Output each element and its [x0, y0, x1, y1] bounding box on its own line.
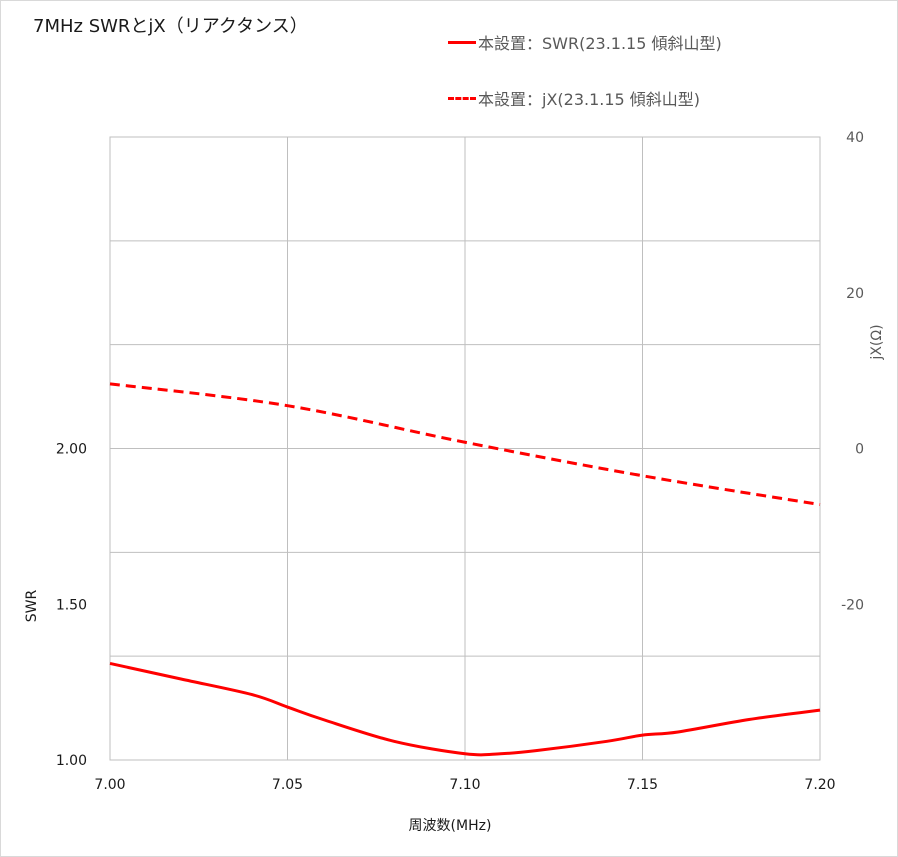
series-line-jx: [109, 382, 821, 507]
x-axis-title: 周波数(MHz): [408, 818, 492, 834]
y-axis-title: SWR: [24, 589, 40, 623]
x-tick-label: 7.10: [449, 777, 480, 793]
x-tick-label: 7.15: [627, 777, 658, 793]
chart-title: 7MHz SWRとjX（リアクタンス）: [33, 16, 308, 37]
series-line-swr: [109, 661, 821, 757]
y2-tick-label: -20: [841, 597, 864, 613]
y2-tick-label: 20: [846, 286, 864, 302]
legend-swatch-swr: [448, 40, 476, 44]
y2-axis-title: jX(Ω): [869, 324, 885, 360]
legend-item-swr: 本設置：SWR(23.1.15 傾斜山型): [448, 32, 722, 53]
legend-swatch-jx: [448, 96, 476, 100]
y2-tick-label: 40: [846, 130, 864, 146]
x-tick-label: 7.20: [804, 777, 835, 793]
legend-label-jx: 本設置：jX(23.1.15 傾斜山型): [478, 90, 701, 109]
y-tick-label: 2.00: [56, 442, 87, 458]
legend-label-swr: 本設置：SWR(23.1.15 傾斜山型): [478, 34, 722, 53]
x-tick-label: 7.05: [272, 777, 303, 793]
y2-tick-label: 0: [855, 442, 864, 458]
x-tick-label: 7.00: [94, 777, 125, 793]
y-tick-label: 1.50: [56, 597, 87, 613]
legend-item-jx: 本設置：jX(23.1.15 傾斜山型): [448, 88, 701, 109]
y-tick-label: 1.00: [56, 753, 87, 769]
